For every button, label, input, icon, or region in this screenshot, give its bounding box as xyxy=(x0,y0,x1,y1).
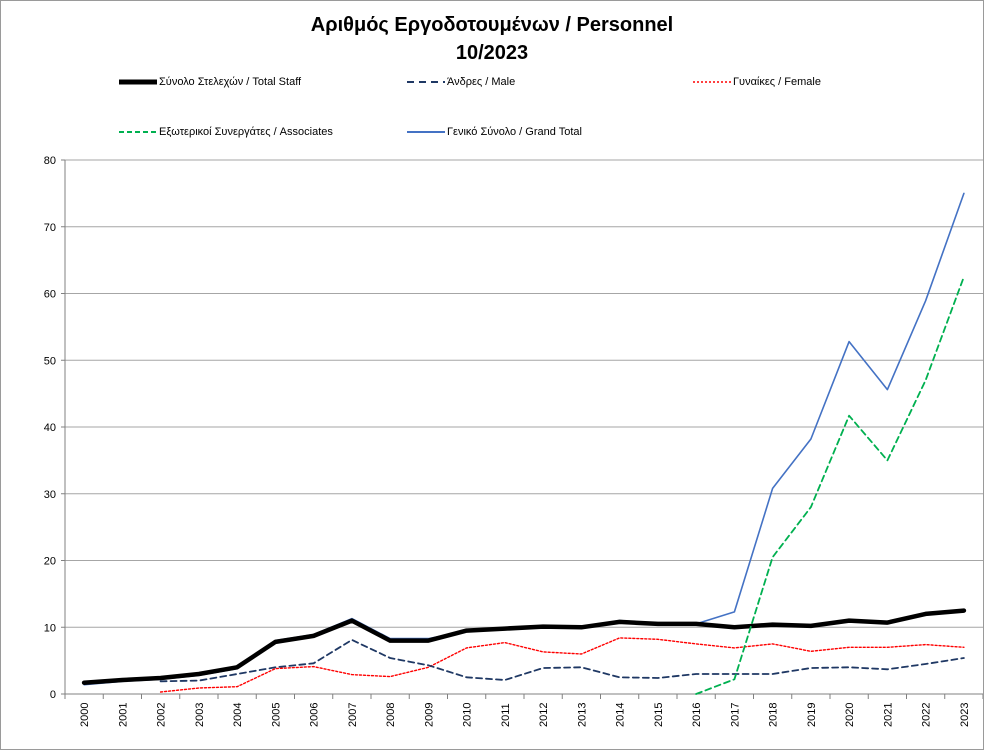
y-tick-label-0: 0 xyxy=(50,689,56,701)
y-tick-label-20: 20 xyxy=(44,556,56,568)
legend-item-male: Άνδρες / Male xyxy=(407,75,515,89)
x-tick-label-2017: 2017 xyxy=(729,703,741,727)
x-tick-label-2020: 2020 xyxy=(844,703,856,727)
x-tick-label-2009: 2009 xyxy=(423,703,435,727)
x-tick-label-2000: 2000 xyxy=(79,703,91,727)
y-tick-label-10: 10 xyxy=(44,622,56,634)
legend-swatch-grand-total xyxy=(407,131,445,133)
x-tick-label-2011: 2011 xyxy=(500,703,512,727)
x-tick-label-2019: 2019 xyxy=(806,703,818,727)
x-tick-label-2022: 2022 xyxy=(921,703,933,727)
legend-swatch-total-staff xyxy=(119,79,157,85)
x-tick-label-2014: 2014 xyxy=(615,703,627,727)
legend-label-associates: Εξωτερικοί Συνεργάτες / Associates xyxy=(159,126,333,138)
x-tick-label-2003: 2003 xyxy=(194,703,206,727)
legend-label-grand-total: Γενικό Σύνολο / Grand Total xyxy=(447,126,582,138)
legend-item-total-staff: Σύνολο Στελεχών / Total Staff xyxy=(119,75,301,89)
x-tick-label-2015: 2015 xyxy=(653,703,665,727)
x-tick-label-2010: 2010 xyxy=(462,703,474,727)
series-line-0 xyxy=(81,608,967,685)
series-line-3 xyxy=(695,275,965,695)
x-tick-label-2013: 2013 xyxy=(576,703,588,727)
x-tick-label-2001: 2001 xyxy=(117,703,129,727)
y-tick-label-70: 70 xyxy=(44,222,56,234)
chart-subtitle: 10/2023 xyxy=(455,42,529,64)
x-tick-label-2008: 2008 xyxy=(385,703,397,727)
legend-item-associates: Εξωτερικοί Συνεργάτες / Associates xyxy=(119,125,333,139)
x-tick-label-2005: 2005 xyxy=(270,703,282,727)
legend-label-total-staff: Σύνολο Στελεχών / Total Staff xyxy=(159,76,302,88)
legend-item-grand-total: Γενικό Σύνολο / Grand Total xyxy=(407,125,582,139)
series-line-2 xyxy=(159,637,965,693)
y-tick-label-30: 30 xyxy=(44,489,56,501)
legend-item-female: Γυναίκες / Female xyxy=(693,75,821,89)
y-tick-label-80: 80 xyxy=(44,155,56,167)
y-tick-label-60: 60 xyxy=(44,289,56,301)
legend-label-female: Γυναίκες / Female xyxy=(733,76,821,88)
x-tick-label-2007: 2007 xyxy=(347,703,359,727)
x-tick-label-2021: 2021 xyxy=(882,703,894,727)
x-tick-label-2016: 2016 xyxy=(691,703,703,727)
x-tick-label-2002: 2002 xyxy=(156,703,168,727)
series-line-1 xyxy=(159,639,965,683)
chart-title: Αριθμός Εργοδοτουμένων / Personnel xyxy=(310,14,674,36)
x-tick-label-2004: 2004 xyxy=(232,703,244,727)
legend-swatch-male xyxy=(407,81,445,83)
x-tick-label-2006: 2006 xyxy=(309,703,321,727)
legend-label-male: Άνδρες / Male xyxy=(447,76,516,88)
x-tick-label-2018: 2018 xyxy=(768,703,780,727)
y-tick-label-50: 50 xyxy=(44,355,56,367)
y-tick-label-40: 40 xyxy=(44,422,56,434)
x-tick-label-2012: 2012 xyxy=(538,703,550,727)
series-line-4 xyxy=(83,192,965,686)
x-tick-label-2023: 2023 xyxy=(959,703,971,727)
legend-swatch-associates xyxy=(119,131,157,133)
